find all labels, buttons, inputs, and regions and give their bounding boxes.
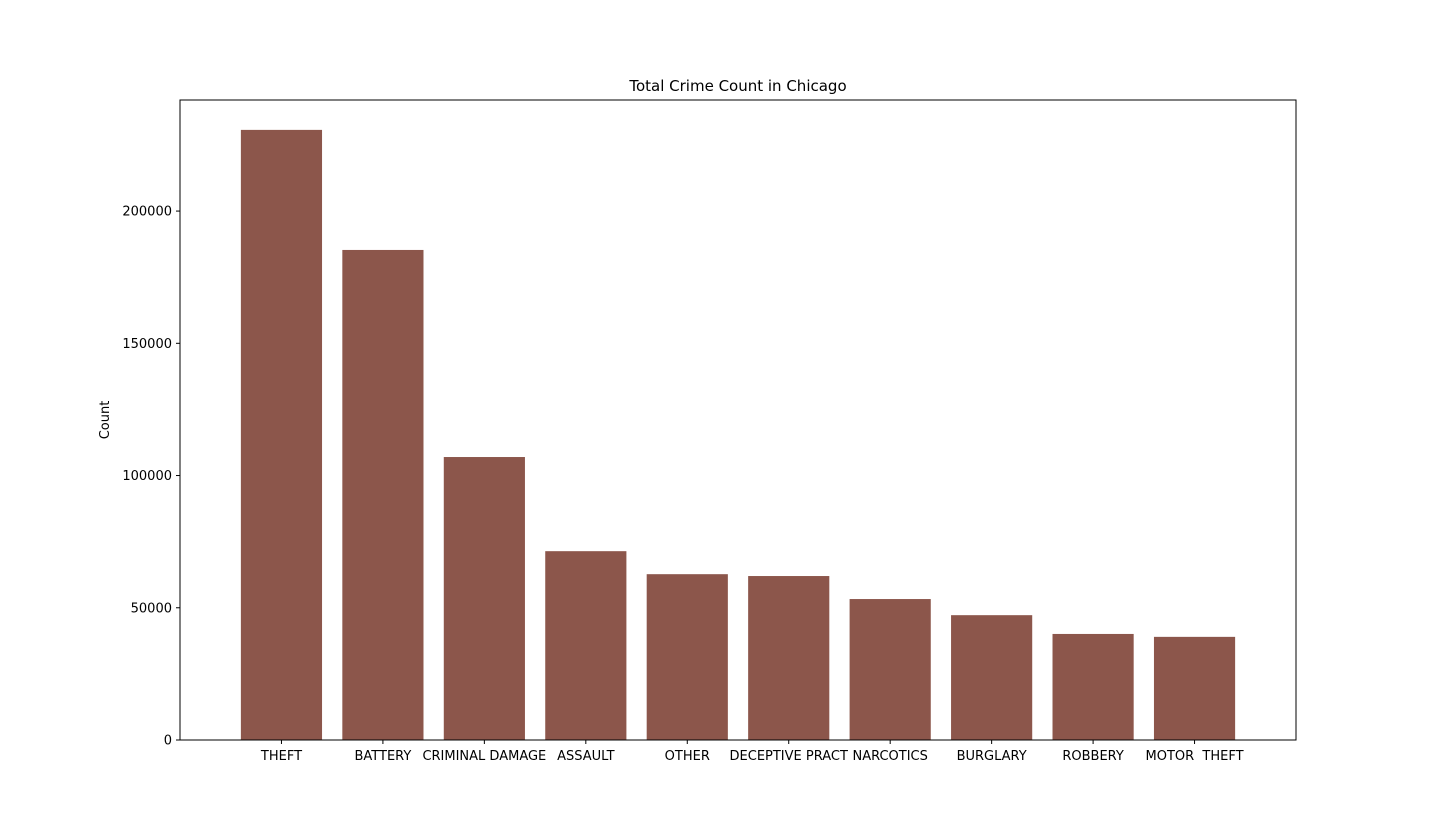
x-tick-label: ASSAULT	[557, 749, 614, 764]
x-tick-label: BURGLARY	[957, 749, 1027, 764]
y-axis-ticks: 0 50000 100000 150000 200000	[122, 205, 180, 749]
bar-assault	[545, 551, 627, 740]
y-tick-label: 0	[164, 734, 172, 749]
y-axis-label: Count	[98, 401, 113, 440]
y-tick-label: 200000	[122, 205, 172, 220]
x-tick-label: ROBBERY	[1062, 749, 1124, 764]
bar-deceptive-pract	[748, 576, 830, 740]
y-tick-label: 150000	[122, 337, 172, 352]
x-tick-label: THEFT	[260, 749, 302, 764]
chart-title: Total Crime Count in Chicago	[628, 77, 846, 95]
bar-other	[646, 574, 728, 740]
bar-narcotics	[849, 599, 931, 740]
bar-battery	[342, 249, 424, 740]
y-tick-label: 100000	[122, 469, 172, 484]
y-tick-label: 50000	[131, 601, 172, 616]
bars	[240, 129, 1236, 741]
x-tick-label: BATTERY	[355, 749, 412, 764]
bar-criminal-damage	[443, 457, 525, 740]
x-tick-label: DECEPTIVE PRACT	[730, 749, 848, 764]
x-tick-label: CRIMINAL DAMAGE	[422, 749, 546, 764]
bar-motor-theft	[1153, 636, 1236, 740]
bar-robbery	[1052, 633, 1134, 740]
x-tick-label: OTHER	[665, 749, 710, 764]
x-axis-ticks: THEFT BATTERY CRIMINAL DAMAGE ASSAULT OTHER D…	[260, 740, 1244, 764]
bar-theft	[240, 129, 323, 741]
x-tick-label: MOTOR THEFT	[1146, 749, 1244, 764]
x-tick-label: NARCOTICS	[852, 749, 927, 764]
bar-burglary	[951, 615, 1033, 740]
plot-area-frame	[179, 99, 1297, 741]
